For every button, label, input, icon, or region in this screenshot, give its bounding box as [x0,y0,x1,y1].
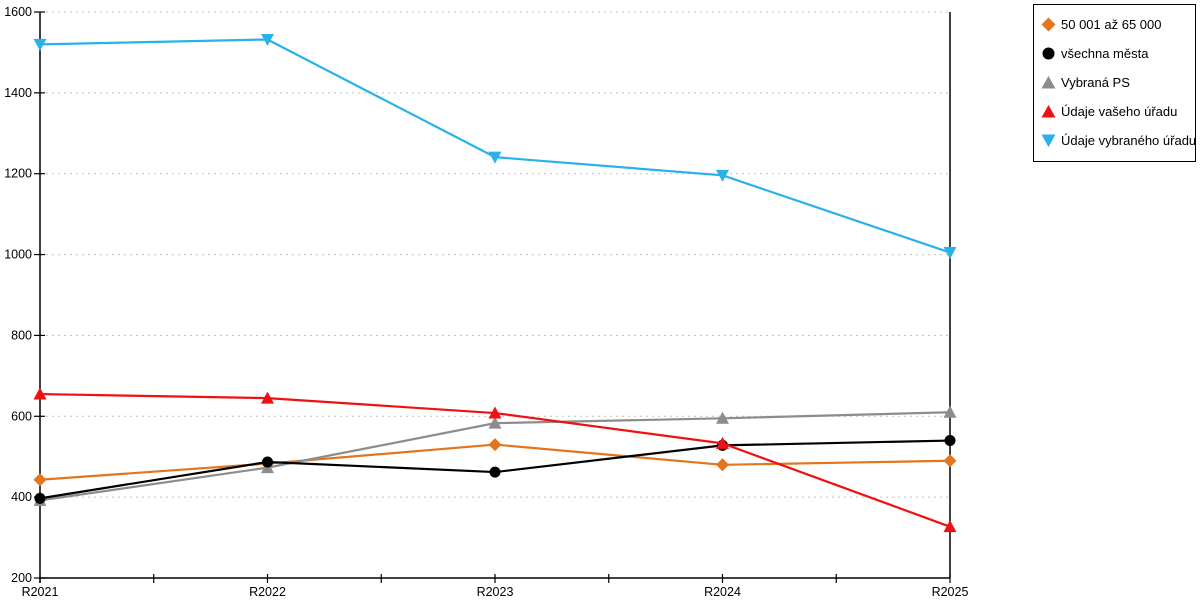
data-point-triangle-up [33,387,47,400]
legend-item: Údaje vybraného úřadu [1034,126,1197,155]
y-tick-label: 800 [11,328,32,342]
x-tick-label: R2025 [932,585,969,599]
data-point-circle [944,435,956,447]
data-point-triangle-down [716,169,729,182]
data-point-circle [34,492,46,504]
data-point-circle [489,466,501,478]
legend-item: Vybraná PS [1034,68,1195,97]
y-tick-label: 200 [11,571,32,585]
legend-label: Vybraná PS [1061,75,1130,90]
y-tick-label: 1200 [4,167,32,181]
data-point-diamond [943,454,957,468]
data-point-triangle-up [716,436,729,449]
legend-label: všechna města [1061,46,1149,61]
x-tick-label: R2024 [704,585,741,599]
series-line [39,38,951,254]
legend-item: Údaje vašeho úřadu [1034,97,1195,126]
x-tick-label: R2023 [477,585,514,599]
legend-label: Údaje vašeho úřadu [1061,104,1178,119]
legend-marker-diamond-icon [1041,17,1056,32]
chart-legend: 50 001 až 65 000 všechna města Vybraná PS Ú… [1033,4,1196,162]
y-tick-label: 400 [11,490,32,504]
data-point-circle [262,456,273,468]
data-point-triangle-up [488,416,502,429]
data-point-triangle-down [261,33,274,46]
legend-label: Údaje vybraného úřadu [1061,133,1197,148]
legend-marker-triangle-up-icon [1041,105,1056,118]
data-point-triangle-up [488,406,502,419]
data-point-triangle-up [943,405,957,418]
data-point-diamond [716,458,729,472]
x-tick-label: R2021 [22,585,59,599]
y-tick-label: 1400 [4,86,32,100]
x-tick-label: R2022 [249,585,286,599]
legend-item: 50 001 až 65 000 [1034,10,1195,39]
data-point-triangle-down [943,247,957,260]
legend-item: všechna města [1034,39,1195,68]
y-tick-label: 1000 [4,248,32,262]
y-tick-label: 1600 [4,5,32,19]
data-point-triangle-up [261,391,274,404]
legend-marker-circle-icon [1042,47,1055,60]
data-point-triangle-up [716,411,729,424]
y-tick-label: 600 [11,409,32,423]
data-point-diamond [488,438,502,452]
legend-label: 50 001 až 65 000 [1061,17,1162,32]
data-point-triangle-down [33,38,47,51]
data-point-triangle-up [943,520,957,533]
legend-marker-triangle-down-icon [1041,134,1056,147]
data-point-diamond [33,473,47,487]
data-point-triangle-down [488,151,502,164]
legend-marker-triangle-up-icon [1041,76,1056,89]
